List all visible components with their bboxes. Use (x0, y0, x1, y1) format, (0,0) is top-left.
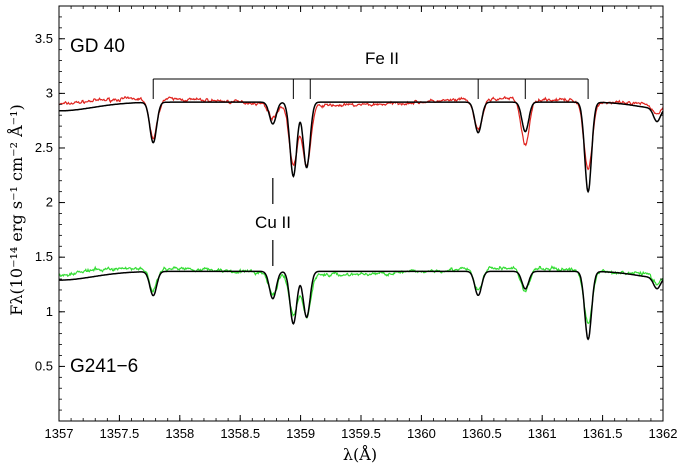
y-tick-label: 2 (46, 195, 53, 210)
model-spectrum-g241 (59, 270, 664, 341)
axis-layer: 1357 1357.5 1358 1358.5 1359 1359.5 1360 1360.5… (35, 5, 678, 441)
data-layer (58, 95, 664, 341)
x-tick-label: 1359 (286, 426, 315, 441)
model-spectrum-gd40 (59, 101, 664, 194)
labels-layer: λ(Å) Fλ(10⁻¹⁴ erg s⁻¹ cm⁻² Å⁻¹) GD 40 G2… (6, 36, 399, 464)
x-axis-label: λ(Å) (343, 444, 377, 464)
y-tick-label: 1 (46, 304, 53, 319)
x-tick-label: 1357 (45, 426, 74, 441)
y-tick-label: 2.5 (35, 140, 53, 155)
x-tick-label: 1362 (649, 426, 678, 441)
x-tick-label: 1361 (528, 426, 557, 441)
x-tick-label: 1360 (407, 426, 436, 441)
x-tick-label: 1359.5 (341, 426, 381, 441)
x-tick-label: 1360.5 (462, 426, 502, 441)
x-tick-label: 1361.5 (583, 426, 623, 441)
x-tick-label: 1358 (165, 426, 194, 441)
y-tick-label: 3.5 (35, 31, 53, 46)
x-tick-label: 1357.5 (100, 426, 140, 441)
line-id-label-fe-ii: Fe II (365, 49, 399, 68)
y-axis-label: Fλ(10⁻¹⁴ erg s⁻¹ cm⁻² Å⁻¹) (6, 104, 26, 316)
y-tick-label: 0.5 (35, 358, 53, 373)
annotation-layer (152, 78, 589, 266)
line-id-label-cu-ii: Cu II (255, 213, 291, 232)
x-tick-label: 1358.5 (220, 426, 260, 441)
star-label-gd40: GD 40 (70, 36, 125, 57)
star-label-g241: G241−6 (70, 356, 138, 377)
y-tick-label: 3 (46, 85, 53, 100)
y-tick-label: 1.5 (35, 249, 53, 264)
